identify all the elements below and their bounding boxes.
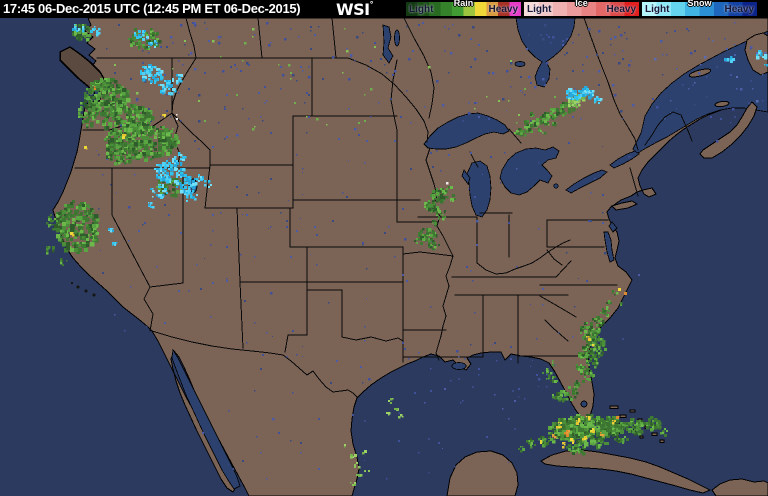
- islands: [70, 32, 768, 496]
- lake-st-clair: [553, 183, 559, 189]
- lake-okeechobee: [580, 400, 588, 408]
- us-mexico-border: [151, 330, 358, 398]
- prince-edward-island: [714, 100, 730, 108]
- snow-gradient-bar: [642, 2, 757, 16]
- precip-legend: Rain Light Heavy Ice Light Heavy Snow Li…: [406, 0, 757, 17]
- timestamp-text: 17:45 06-Dec-2015 UTC (12:45 PM ET 06-De…: [3, 1, 301, 16]
- political-borders: [74, 18, 693, 398]
- lake-superior: [423, 112, 510, 150]
- radar-map: [0, 18, 768, 496]
- snow-label: Snow: [687, 0, 712, 8]
- ice-light-label: Light: [527, 4, 552, 15]
- snow-heavy-label: Heavy: [724, 4, 754, 15]
- radar-precip-layer: [46, 24, 768, 486]
- legend-rain: Rain Light Heavy: [406, 0, 521, 17]
- header-bar: 17:45 06-Dec-2015 UTC (12:45 PM ET 06-De…: [0, 0, 768, 19]
- ice-heavy-label: Heavy: [606, 4, 636, 15]
- snow-light-label: Light: [645, 4, 670, 15]
- green-bay: [461, 169, 471, 185]
- rain-light-label: Light: [409, 4, 434, 15]
- socal-islands: [70, 281, 96, 297]
- lake-ontario: [609, 150, 640, 169]
- nova-scotia: [699, 101, 758, 159]
- delaware-bay: [608, 221, 618, 233]
- lake-huron: [499, 146, 560, 196]
- rain-heavy-label: Heavy: [488, 4, 518, 15]
- james-bay-lake: [514, 61, 526, 67]
- noise-layer: [96, 22, 767, 480]
- legend-snow: Snow Light Heavy: [642, 0, 757, 17]
- hispaniola: [711, 478, 768, 496]
- us-canada-border: [96, 57, 693, 146]
- lake-winnipeg: [382, 24, 394, 64]
- lake-pontchartrain: [451, 362, 467, 370]
- inland-waters: [93, 18, 768, 490]
- legend-ice: Ice Light Heavy: [524, 0, 639, 17]
- long-island: [611, 200, 639, 211]
- hudson-bay: [515, 18, 576, 88]
- lake-manitoba: [394, 29, 400, 47]
- rain-label: Rain: [453, 0, 474, 8]
- rain-gradient-bar: [406, 2, 521, 16]
- chesapeake-bay: [603, 231, 615, 263]
- lake-erie: [565, 169, 608, 194]
- wsi-logo: WSI°: [336, 0, 374, 19]
- ice-gradient-bar: [524, 2, 639, 16]
- cuba: [540, 449, 712, 494]
- ice-label: Ice: [575, 0, 588, 8]
- canada-provincial-borders: [185, 18, 639, 151]
- logo-mark: °: [369, 0, 374, 9]
- gulf-of-california: [171, 348, 241, 490]
